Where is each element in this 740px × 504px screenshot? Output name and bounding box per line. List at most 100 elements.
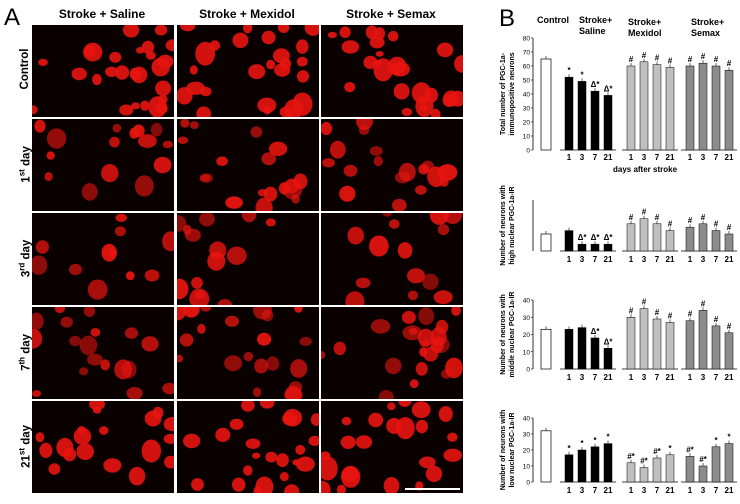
chart-1-bar-1-2: [652, 223, 662, 252]
chart-2-bar-0-2: [590, 337, 600, 370]
row-label-day-3: 3rd day: [17, 239, 33, 278]
chart-0-bar-1-3: [665, 67, 675, 151]
chart-1-xlabel-2-2: 7: [714, 255, 719, 264]
chart-3-mark-2-1: #*: [699, 455, 707, 464]
chart-3-mark-1-2: #*: [653, 447, 661, 456]
chart-3-mark-2-2: *: [714, 436, 718, 445]
chart-1-bar-0-0: [564, 230, 574, 252]
chart-1-xlabel-1-1: 3: [642, 255, 647, 264]
chart-2-xlabel-2-2: 7: [714, 373, 719, 382]
chart-3-xlabel-0-3: 21: [604, 486, 613, 495]
chart-3-mark-0-0: *: [567, 444, 571, 453]
chart-3-bar-control: [540, 430, 552, 483]
chart-0-xlabel-0-3: 21: [604, 153, 613, 162]
chart-0-mark-0-3: Δ*: [604, 84, 614, 93]
chart-0-mark-2-3: #: [727, 59, 732, 68]
chart-2-ytick-label-20: 20: [523, 332, 531, 339]
panel-b: B Control Stroke+ Saline Stroke+ Mexidol…: [495, 0, 740, 499]
chart-1-mark-1-0: #: [629, 213, 634, 222]
chart-0-xlabel-1-2: 7: [655, 153, 660, 162]
chart-1-xlabel-1-2: 7: [655, 255, 660, 264]
chart-3-xlabel-1-0: 1: [629, 486, 634, 495]
chart-0-mark-2-0: #: [688, 55, 693, 64]
chart-1-xlabel-1-3: 21: [666, 255, 675, 264]
group-label-mexidol-1: Stroke+: [628, 17, 661, 27]
chart-0-xlabel-0-2: 7: [593, 153, 598, 162]
chart-3-ylabel-0: Number of neurons with: [500, 410, 507, 491]
chart-0-bar-control: [540, 58, 552, 151]
chart-1-xlabel-2-1: 3: [701, 255, 706, 264]
chart-2-xlabel-2-3: 21: [725, 373, 734, 382]
chart-2-mark-2-1: #: [701, 299, 706, 308]
chart-2-bar-1-3: [665, 322, 675, 370]
micrograph-day-3-mexidol: [177, 213, 319, 305]
chart-3-bar-1-1: [639, 467, 649, 483]
chart-2-mark-2-0: #: [688, 310, 693, 319]
chart-1-xlabel-0-1: 3: [580, 255, 585, 264]
chart-2-xlabel-0-1: 3: [580, 373, 585, 382]
chart-0-bar-1-0: [626, 65, 636, 151]
chart-1-mark-2-2: #: [714, 220, 719, 229]
chart-3-ytick-label-40: 40: [523, 416, 531, 423]
chart-1-bar-1-1: [639, 218, 649, 252]
chart-1-bar-0-2: [590, 243, 600, 252]
chart-2-xlabel-2-1: 3: [701, 373, 706, 382]
chart-0-ytick-label-30: 30: [523, 106, 531, 113]
chart-1-mark-0-3: Δ*: [604, 233, 614, 242]
chart-3-ytick-label-30: 30: [523, 432, 531, 439]
chart-2-bar-1-1: [639, 308, 649, 370]
row-label-control: Control: [19, 48, 31, 90]
chart-0-bar-2-2: [711, 65, 721, 151]
chart-1-bar-0-3: [603, 243, 613, 252]
chart-2-mark-2-3: #: [727, 322, 732, 331]
micrograph-day-3-semax: [321, 213, 463, 305]
chart-3-mark-2-3: *: [727, 433, 731, 442]
chart-3-xlabel-2-0: 1: [688, 486, 693, 495]
chart-3-bar-2-0: [685, 456, 695, 483]
chart-0-bar-0-3: [603, 95, 613, 151]
chart-3-bar-0-2: [590, 446, 600, 483]
chart-2-mark-1-0: #: [629, 306, 634, 315]
chart-0-bar-0-1: [577, 81, 587, 151]
chart-0-mark-1-0: #: [629, 55, 634, 64]
chart-2-ylabel-1: middle nuclear PGC-1a-IR: [509, 292, 516, 378]
chart-1-mark-1-3: #: [668, 220, 673, 229]
chart-1-mark-2-1: #: [701, 213, 706, 222]
chart-3-bar-1-2: [652, 457, 662, 483]
micrograph-control-mexidol: [177, 25, 319, 117]
chart-1-bar-2-2: [711, 230, 721, 252]
chart-0-mark-0-2: Δ*: [591, 80, 601, 89]
chart-2-bar-0-0: [564, 329, 574, 370]
chart-0-bar-2-1: [698, 62, 708, 151]
chart-1-mark-2-0: #: [688, 216, 693, 225]
chart-2-xlabel-1-3: 21: [666, 373, 675, 382]
chart-0-mark-1-2: #: [655, 54, 660, 63]
chart-0-xlabel-1-1: 3: [642, 153, 647, 162]
micrograph-day-1-semax: [321, 119, 463, 211]
chart-3-ylabel-1: low nuclear PGC-1a-IR: [509, 412, 516, 487]
chart-1-bar-1-3: [665, 230, 675, 252]
micrograph-day-7-mexidol: [177, 307, 319, 399]
chart-3-xlabel-1-1: 3: [642, 486, 647, 495]
chart-0-bar-2-3: [724, 69, 734, 151]
chart-3-bar-0-3: [603, 443, 613, 483]
chart-3-bar-0-1: [577, 449, 587, 483]
chart-2-bar-0-1: [577, 327, 587, 370]
panel-a-letter: A: [4, 4, 21, 31]
group-label-semax-2: Semax: [691, 28, 720, 38]
chart-0-ytick-label-0: 0: [526, 148, 530, 155]
chart-0-ytick-label-50: 50: [523, 78, 531, 85]
column-header-semax: Stroke + Semax: [346, 7, 436, 21]
chart-3-ytick-label-0: 0: [526, 480, 530, 487]
chart-1-xlabel-2-0: 1: [688, 255, 693, 264]
micrograph-day-7-saline: [32, 307, 174, 399]
chart-3-xlabel-1-3: 21: [666, 486, 675, 495]
chart-2-mark-0-2: Δ*: [591, 327, 601, 336]
chart-1-xlabel-0-0: 1: [567, 255, 572, 264]
chart-0-bar-0-2: [590, 90, 600, 151]
chart-0-ytick-label-20: 20: [523, 120, 531, 127]
chart-1-xlabel-0-2: 7: [593, 255, 598, 264]
chart-2-bar-control: [540, 328, 552, 370]
chart-0-mark-1-1: #: [642, 51, 647, 60]
micrograph-control-saline: [32, 25, 174, 117]
